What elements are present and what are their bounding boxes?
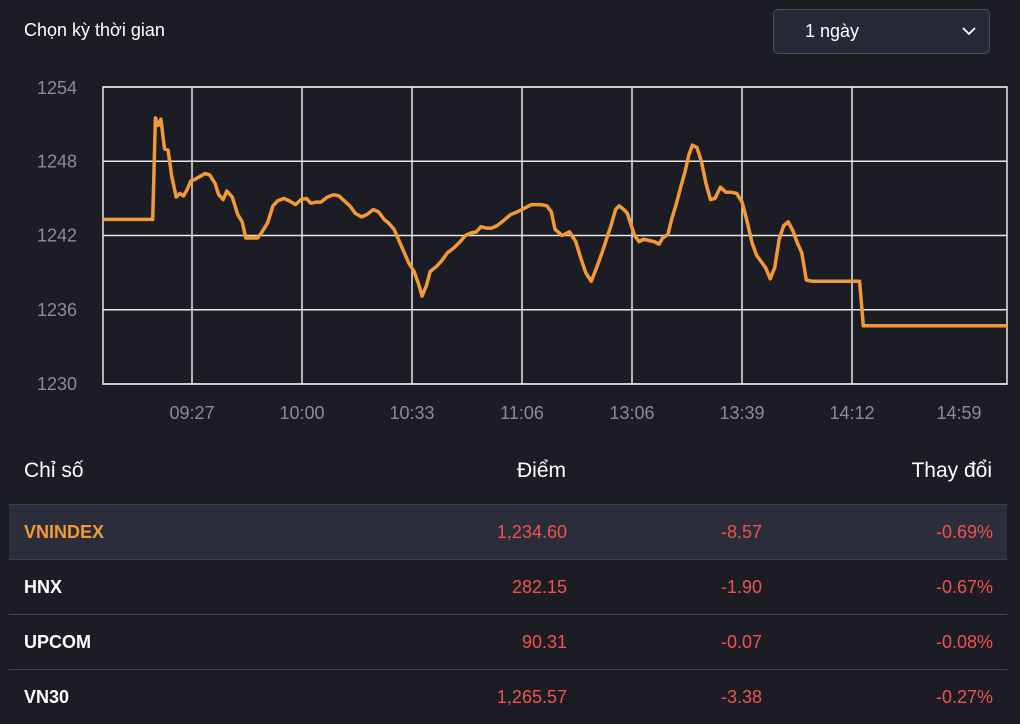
x-axis-ticks: 09:27 10:00 10:33 11:06 13:06 13:39 14:12 14:59 (169, 403, 981, 423)
x-tick-label: 14:59 (936, 403, 981, 423)
index-change: -8.57 (720, 522, 762, 542)
y-tick-label: 1254 (37, 78, 77, 98)
header-points: Điểm (516, 459, 566, 482)
index-change-pct: -0.67% (935, 577, 993, 597)
index-change-pct: -0.69% (935, 522, 993, 542)
index-change: -3.38 (720, 687, 762, 707)
y-axis-ticks: 1254 1248 1242 1236 1230 (37, 78, 77, 394)
period-label: Chọn kỳ thời gian (24, 20, 165, 40)
period-select-value: 1 ngày (805, 21, 860, 41)
table-header: Chỉ số Điểm Thay đổi (0, 448, 1020, 504)
index-points: 1,265.57 (496, 687, 567, 707)
index-change-pct: -0.08% (935, 632, 993, 652)
index-points: 90.31 (521, 632, 567, 652)
index-name: VNINDEX (24, 522, 105, 542)
x-tick-label: 09:27 (169, 403, 214, 423)
index-name: UPCOM (24, 632, 91, 652)
table-row[interactable]: VN30 1,265.57 -3.38 -0.27% (9, 669, 1007, 724)
series-line-vnindex (103, 116, 1007, 328)
x-tick-label: 11:06 (500, 403, 544, 423)
x-tick-label: 14:12 (829, 403, 874, 423)
y-tick-label: 1236 (37, 300, 77, 320)
index-line-chart: 1254 1248 1242 1236 1230 09:27 10:00 10:33 11:0… (37, 78, 1008, 423)
index-name: VN30 (24, 687, 70, 707)
table-row[interactable]: HNX 282.15 -1.90 -0.67% (9, 559, 1007, 614)
x-tick-label: 13:06 (609, 403, 654, 423)
index-points: 282.15 (511, 577, 567, 597)
y-tick-label: 1242 (37, 226, 77, 246)
period-select[interactable]: 1 ngày (773, 9, 990, 54)
x-tick-label: 10:33 (389, 403, 434, 423)
x-tick-label: 10:00 (279, 403, 324, 423)
table-row[interactable]: UPCOM 90.31 -0.07 -0.08% (9, 614, 1007, 669)
index-change: -1.90 (720, 577, 762, 597)
x-tick-label: 13:39 (719, 403, 764, 423)
header-index: Chỉ số (24, 459, 84, 482)
header-change: Thay đổi (911, 459, 992, 482)
index-change-pct: -0.27% (935, 687, 993, 707)
chevron-down-icon (962, 27, 976, 36)
table-row[interactable]: VNINDEX 1,234.60 -8.57 -0.69% (9, 504, 1007, 559)
index-points: 1,234.60 (496, 522, 567, 542)
index-name: HNX (24, 577, 63, 597)
y-tick-label: 1230 (37, 374, 77, 394)
index-change: -0.07 (720, 632, 762, 652)
chart-grid (102, 86, 1008, 385)
y-tick-label: 1248 (37, 151, 77, 171)
